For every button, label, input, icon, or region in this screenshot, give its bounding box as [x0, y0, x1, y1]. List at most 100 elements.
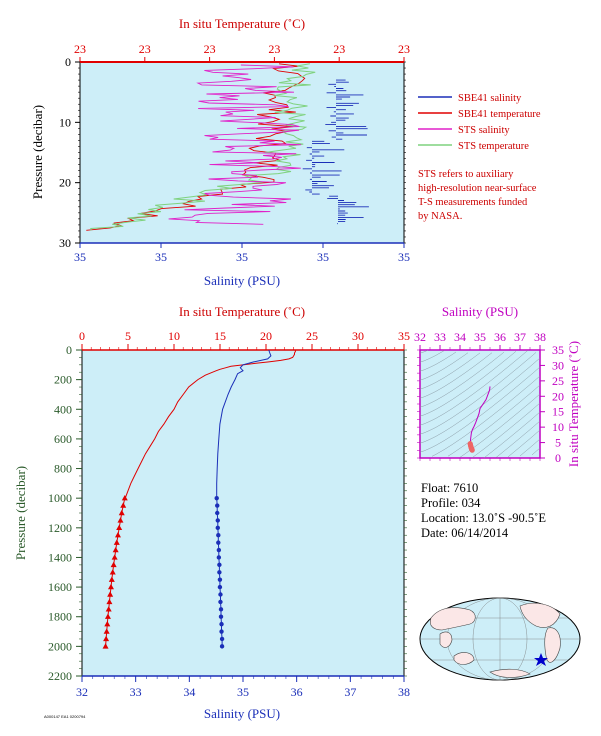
salinity-sample-marker [215, 525, 220, 531]
top-tick-label: 23 [398, 42, 410, 56]
sts-note: STS refers to auxiliary high-resolution … [418, 169, 537, 222]
bottom-tick-label: 33 [130, 685, 142, 699]
temperature-sample-marker [118, 509, 125, 516]
temperature-sample-marker [103, 628, 110, 634]
ts-top-tick-label: 35 [474, 330, 486, 344]
sts-note-line-2: high-resolution near-surface [418, 183, 537, 194]
density-contour [419, 349, 429, 354]
density-contour [531, 447, 541, 456]
salinity-sample-marker [216, 540, 221, 545]
density-contour [419, 352, 493, 399]
temperature-sample-marker [110, 561, 117, 568]
top-tick-label: 15 [214, 329, 226, 343]
y-tick-label: 400 [54, 402, 72, 416]
salinity-sample-marker [218, 607, 224, 612]
ts-sample-marker [469, 447, 475, 453]
ts-right-tick-label: 5 [555, 436, 561, 450]
legend-label-sts-salinity: STS salinity [458, 125, 510, 136]
salinity-sample-marker [216, 555, 222, 560]
ts-plot-area [419, 349, 541, 459]
ts-traces [467, 386, 491, 453]
top-tick-label: 25 [306, 329, 318, 343]
temperature-sample-marker [117, 517, 124, 523]
salinity-sample-marker [217, 562, 222, 568]
temperature-sample-marker [106, 598, 113, 605]
sbe-salinity-trace [302, 79, 369, 225]
density-contour [419, 351, 517, 417]
density-contour [431, 375, 541, 457]
sts-note-line-4: by NASA. [418, 211, 462, 222]
near-surface-top-ticks: 23 23 23 23 23 23 [74, 42, 410, 62]
top-tick-label: 5 [125, 329, 131, 343]
density-contour [419, 350, 445, 363]
temperature-sample-marker [112, 546, 119, 553]
y-tick-label: 20 [59, 176, 71, 190]
salinity-sample-marker [215, 510, 220, 516]
ts-top-tick-label: 37 [514, 330, 526, 344]
float-number: Float: 7610 [421, 481, 478, 495]
sts-salinity-trace [168, 64, 302, 225]
profile-date: Date: 06/14/2014 [421, 526, 509, 540]
ts-top-tick-label: 36 [494, 330, 506, 344]
ts-top-ticks: 32 33 34 35 36 37 38 [414, 330, 546, 461]
top-tick-label: 23 [74, 42, 86, 56]
density-contour [419, 357, 541, 444]
top-tick-label: 23 [268, 42, 280, 56]
bottom-tick-label: 32 [76, 685, 88, 699]
temperature-sample-marker [104, 613, 111, 619]
near-surface-bottom-axis-title: Salinity (PSU) [204, 273, 280, 288]
density-contour [483, 411, 541, 459]
temperature-sample-marker [109, 569, 116, 575]
salinity-sample-marker [219, 644, 225, 649]
y-tick-label: 1000 [48, 491, 72, 505]
bottom-tick-label: 35 [155, 250, 167, 264]
sts-note-line-1: STS refers to auxiliary [418, 169, 514, 180]
legend-label-sts-temperature: STS temperature [458, 141, 529, 152]
near-surface-y-ticks: 0 10 20 30 [59, 55, 406, 250]
top-tick-label: 23 [139, 42, 151, 56]
bottom-tick-label: 35 [317, 250, 329, 264]
ts-right-tick-label: 25 [552, 374, 564, 388]
ts-curve [469, 386, 491, 444]
footer-code: A000147 EA1 0200794 [44, 714, 86, 719]
profile-top-ticks: 0 5 10 15 20 25 30 35 [79, 329, 410, 350]
float-location: Location: 13.0˚S -90.5˚E [421, 511, 546, 525]
y-tick-label: 200 [54, 373, 72, 387]
y-tick-label: 1400 [48, 550, 72, 564]
salinity-sample-marker [218, 592, 223, 597]
salinity-sample-marker [217, 577, 223, 582]
density-contour [419, 366, 541, 453]
temperature-sample-marker [111, 554, 118, 560]
salinity-sample-marker [215, 503, 220, 508]
profile-traces [102, 349, 296, 649]
y-tick-label: 800 [54, 462, 72, 476]
temperature-sample-marker [107, 591, 114, 597]
ts-right-tick-label: 35 [552, 343, 564, 357]
density-contour [419, 351, 457, 372]
salinity-sample-marker [217, 584, 223, 590]
y-tick-label: 30 [59, 236, 71, 250]
temperature-sample-marker [107, 583, 114, 590]
legend-label-sbe-temperature: SBE41 temperature [458, 109, 541, 120]
temperature-sample-marker [103, 635, 110, 642]
near-surface-legend: SBE41 salinity SBE41 temperature STS sal… [418, 93, 541, 152]
ts-top-tick-label: 34 [454, 330, 466, 344]
ts-top-axis-title: Salinity (PSU) [442, 304, 518, 319]
salinity-sample-marker [218, 599, 223, 605]
salinity-sample-marker [219, 621, 224, 627]
y-tick-label: 0 [66, 343, 72, 357]
temperature-sample-marker [114, 532, 121, 538]
density-contour [419, 352, 537, 435]
salinity-sample-marker [219, 636, 225, 642]
bottom-tick-label: 36 [291, 685, 303, 699]
temperature-sample-marker [102, 643, 109, 649]
y-tick-label: 1600 [48, 580, 72, 594]
near-surface-bottom-ticks: 35 35 35 35 35 [74, 243, 410, 264]
float-info: Float: 7610 Profile: 034 Location: 13.0˚… [421, 481, 546, 540]
density-contour [519, 438, 541, 457]
top-tick-label: 23 [333, 42, 345, 56]
bottom-tick-label: 35 [237, 685, 249, 699]
